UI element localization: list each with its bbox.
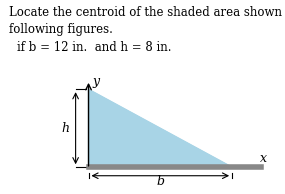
Text: if b = 12 in.  and h = 8 in.: if b = 12 in. and h = 8 in. <box>17 41 172 54</box>
Text: Locate the centroid of the shaded area shown in each of the: Locate the centroid of the shaded area s… <box>9 6 285 19</box>
Polygon shape <box>89 89 232 167</box>
Text: x: x <box>260 152 267 165</box>
Text: b: b <box>156 175 164 188</box>
Text: y: y <box>93 75 100 88</box>
Text: h: h <box>62 122 70 135</box>
Text: following figures.: following figures. <box>9 23 112 36</box>
